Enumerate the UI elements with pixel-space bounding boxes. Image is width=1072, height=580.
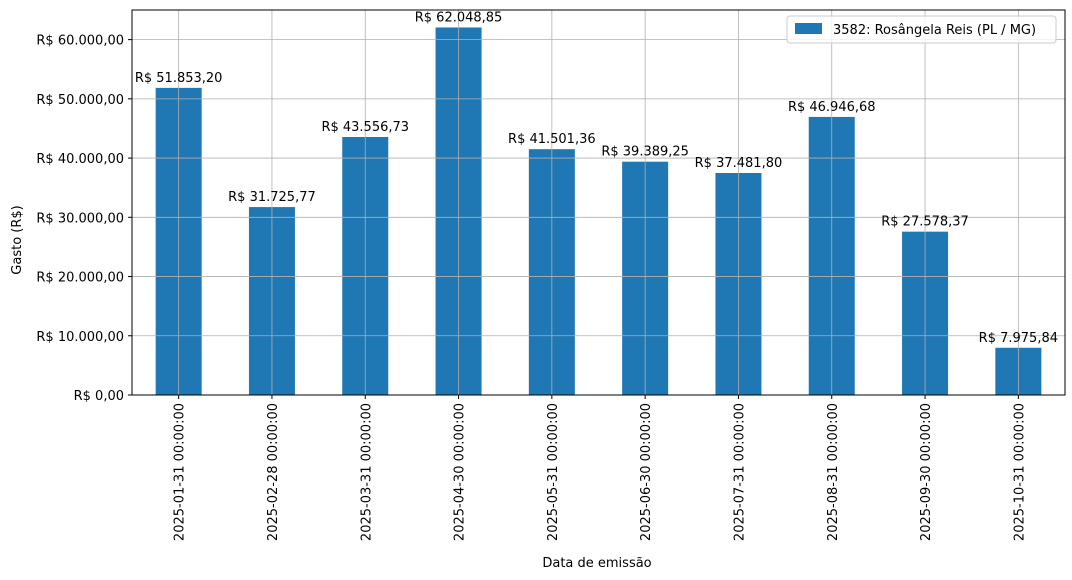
- legend-swatch: [795, 23, 822, 34]
- x-tick-label-5: 2025-06-30 00:00:00: [639, 403, 654, 541]
- y-tick-label-3: R$ 30.000,00: [36, 211, 124, 226]
- y-tick-label-2: R$ 20.000,00: [36, 271, 124, 286]
- x-tick-label-6: 2025-07-31 00:00:00: [732, 403, 747, 541]
- bar-value-label-10: R$ 7.975,84: [979, 331, 1058, 346]
- x-tick-label-2: 2025-03-31 00:00:00: [359, 403, 374, 541]
- axes-frame: [131, 9, 1066, 396]
- x-tick-label-0: 2025-01-31 00:00:00: [173, 403, 188, 541]
- y-tick-label-4: R$ 40.000,00: [36, 152, 124, 167]
- bar-value-label-9: R$ 27.578,37: [881, 215, 969, 230]
- bar-value-label-3: R$ 43.556,73: [321, 120, 409, 135]
- x-tick-label-3: 2025-04-30 00:00:00: [453, 403, 468, 541]
- bar-value-label-7: R$ 37.481,80: [695, 156, 783, 171]
- bar-value-labels: R$ 51.853,20 R$ 31.725,77 R$ 43.556,73 R$ 6…: [135, 10, 1058, 345]
- legend-series-label: 3582: Rosângela Reis (PL / MG): [833, 23, 1036, 38]
- bars-layer: [155, 27, 1042, 395]
- y-tick-label-5: R$ 50.000,00: [36, 93, 124, 108]
- x-axis-ticks: 2025-01-31 00:00:00 2025-02-28 00:00:00 20…: [173, 395, 1027, 541]
- y-tick-label-0: R$ 0,00: [74, 389, 124, 404]
- bar-value-label-8: R$ 46.946,68: [788, 100, 876, 115]
- bar-value-label-1: R$ 51.853,20: [135, 71, 223, 86]
- bar-value-label-6: R$ 39.389,25: [601, 145, 689, 160]
- x-tick-label-8: 2025-09-30 00:00:00: [919, 403, 934, 541]
- y-tick-label-6: R$ 60.000,00: [36, 34, 124, 49]
- plot-frame: [131, 9, 1066, 396]
- y-tick-label-1: R$ 10.000,00: [36, 330, 124, 345]
- legend: 3582: Rosângela Reis (PL / MG): [786, 15, 1057, 44]
- y-axis-ticks: R$ 0,00 R$ 10.000,00 R$ 20.000,00 R$ 30.000…: [36, 34, 132, 404]
- bar-value-label-2: R$ 31.725,77: [228, 190, 316, 205]
- y-axis-label: Gasto (R$): [10, 205, 25, 274]
- x-tick-label-4: 2025-05-31 00:00:00: [546, 403, 561, 541]
- x-tick-label-1: 2025-02-28 00:00:00: [266, 403, 281, 541]
- bar-value-label-5: R$ 41.501,36: [508, 132, 596, 147]
- x-tick-label-7: 2025-08-31 00:00:00: [826, 403, 841, 541]
- x-axis-label: Data de emissão: [542, 556, 651, 571]
- legend-box: [786, 15, 1057, 44]
- x-tick-label-9: 2025-10-31 00:00:00: [1012, 403, 1027, 541]
- bar-value-label-4: R$ 62.048,85: [415, 10, 503, 25]
